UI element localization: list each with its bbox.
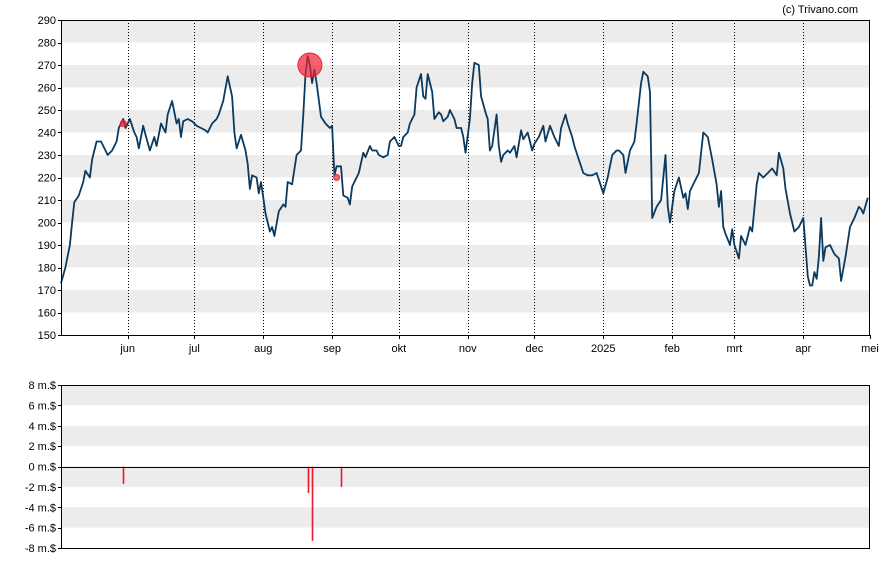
- volume-band: [61, 385, 870, 406]
- price-line: [60, 55, 869, 287]
- price-band: [61, 200, 870, 223]
- volume-y-tick-label: 6 m.$: [28, 400, 56, 412]
- y-tick-label: 200: [38, 218, 56, 230]
- y-tick-label: 170: [38, 285, 56, 297]
- x-tick-label: jul: [188, 343, 200, 355]
- y-tick-label: 250: [38, 105, 56, 117]
- insider-trade-marker: [333, 174, 341, 181]
- price-line-series: [60, 55, 869, 287]
- price-panel-axes: [58, 20, 871, 339]
- volume-bars: [122, 466, 343, 541]
- volume-panel-axes: [58, 385, 870, 549]
- price-band: [61, 65, 870, 88]
- x-tick-label: nov: [459, 343, 477, 355]
- volume-y-tick-label: 8 m.$: [28, 380, 56, 392]
- x-tick-label: feb: [665, 343, 680, 355]
- volume-y-tick-label: 4 m.$: [28, 421, 56, 433]
- price-panel-bands: [61, 20, 870, 313]
- y-tick-label: 240: [38, 128, 56, 140]
- x-tick-label: apr: [795, 343, 811, 355]
- volume-band: [61, 466, 870, 487]
- price-band: [61, 290, 870, 313]
- x-tick-label: 2025: [591, 343, 615, 355]
- price-band: [61, 245, 870, 268]
- volume-y-tick-label: -4 m.$: [25, 502, 56, 514]
- x-tick-label: mrt: [726, 343, 742, 355]
- y-tick-label: 260: [38, 83, 56, 95]
- x-tick-label: sep: [323, 343, 341, 355]
- y-tick-label: 270: [38, 60, 56, 72]
- copyright-label: (c) Trivano.com: [782, 4, 858, 16]
- insider-trade-marker: [297, 52, 323, 78]
- y-tick-label: 190: [38, 240, 56, 252]
- price-band: [61, 155, 870, 178]
- price-band: [61, 110, 870, 133]
- x-tick-label: mei: [861, 343, 879, 355]
- y-tick-label: 180: [38, 263, 56, 275]
- volume-y-tick-label: 0 m.$: [28, 462, 56, 474]
- volume-y-tick-label: -8 m.$: [25, 543, 56, 555]
- y-tick-label: 150: [38, 330, 56, 342]
- y-tick-label: 290: [38, 15, 56, 27]
- price-y-tick-labels: 150 160 170 180 190 200 210 220 230 240 250 260 270 2…: [38, 15, 56, 342]
- x-tick-label: jun: [119, 343, 135, 355]
- insider-markers: [119, 52, 341, 181]
- volume-panel-bands: [61, 385, 870, 528]
- y-tick-label: 230: [38, 150, 56, 162]
- x-tick-label: okt: [391, 343, 406, 355]
- x-tick-label: aug: [254, 343, 272, 355]
- volume-band: [61, 507, 870, 528]
- x-tick-label: dec: [526, 343, 544, 355]
- y-tick-label: 210: [38, 195, 56, 207]
- volume-y-tick-label: -6 m.$: [25, 523, 56, 535]
- price-panel-frame: [61, 20, 870, 336]
- y-tick-label: 280: [38, 38, 56, 50]
- volume-y-tick-label: 2 m.$: [28, 441, 56, 453]
- month-x-tick-labels: jun jul aug sep okt nov dec 2025 feb mrt apr mei: [119, 343, 879, 355]
- volume-y-tick-labels: -8 m.$ -6 m.$ -4 m.$ -2 m.$ 0 m.$ 2 m.$ 4 m.$ 6…: [25, 380, 56, 555]
- volume-band: [61, 425, 870, 447]
- volume-y-tick-label: -2 m.$: [25, 482, 56, 494]
- y-tick-label: 160: [38, 308, 56, 320]
- price-band: [61, 20, 870, 43]
- insider-trade-marker: [119, 120, 127, 127]
- y-tick-label: 220: [38, 173, 56, 185]
